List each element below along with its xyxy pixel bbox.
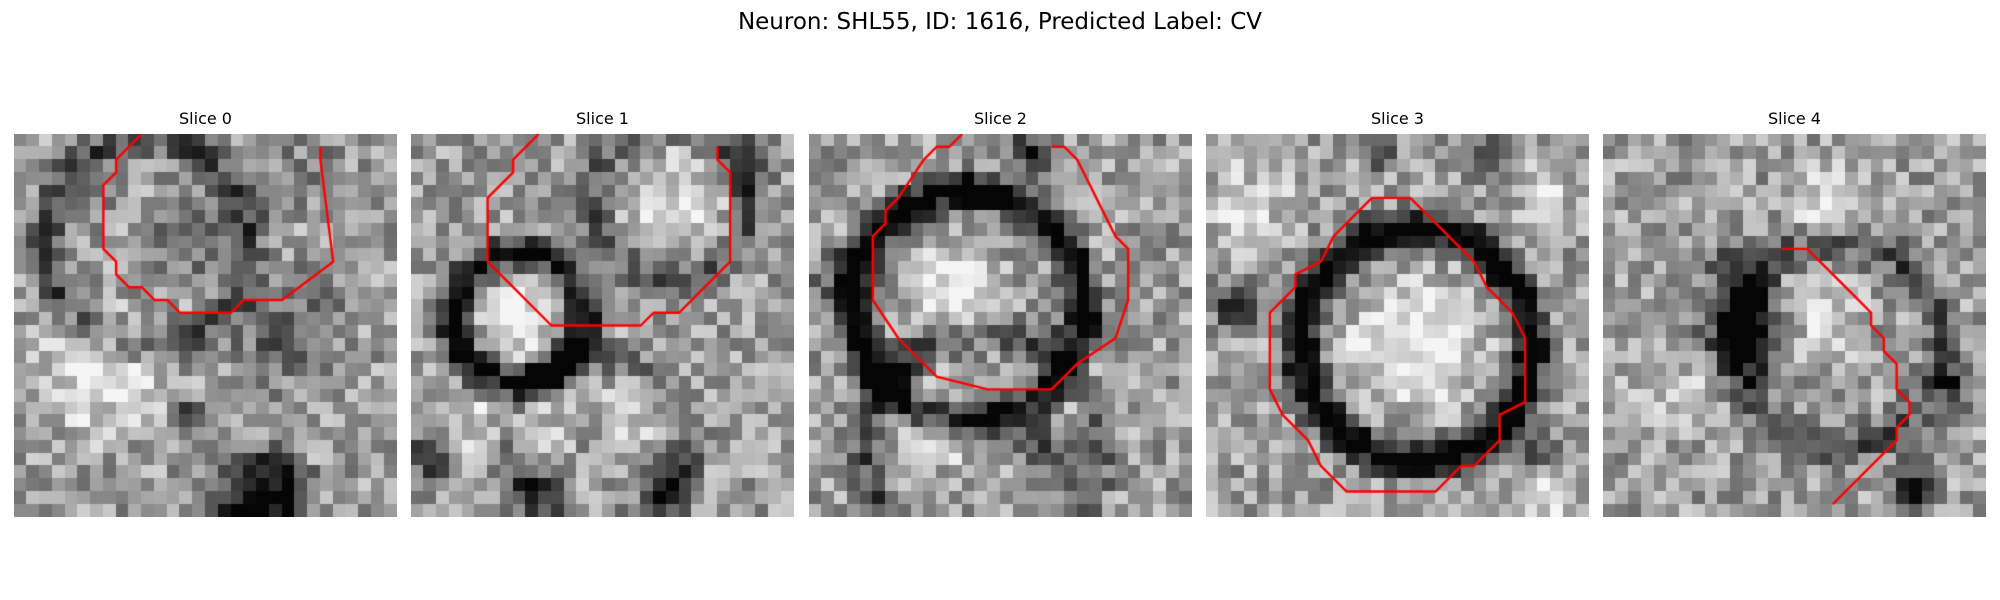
slice-panel-4: Slice 4 bbox=[1603, 108, 1986, 522]
slice-title: Slice 3 bbox=[1371, 109, 1424, 128]
slice-image bbox=[411, 134, 794, 517]
slice-image bbox=[1603, 134, 1986, 517]
slice-panel-3: Slice 3 bbox=[1206, 108, 1589, 522]
figure-title: Neuron: SHL55, ID: 1616, Predicted Label… bbox=[737, 9, 1263, 35]
slice-title: Slice 2 bbox=[974, 109, 1027, 128]
slice-image bbox=[809, 134, 1192, 517]
slice-title: Slice 4 bbox=[1768, 109, 1821, 128]
slice-image bbox=[14, 134, 397, 517]
slice-title: Slice 0 bbox=[179, 109, 232, 128]
slice-title: Slice 1 bbox=[576, 109, 629, 128]
slice-panel-2: Slice 2 bbox=[809, 108, 1192, 522]
slice-panel-1: Slice 1 bbox=[411, 108, 794, 522]
slice-image bbox=[1206, 134, 1589, 517]
slice-panel-0: Slice 0 bbox=[14, 108, 397, 522]
